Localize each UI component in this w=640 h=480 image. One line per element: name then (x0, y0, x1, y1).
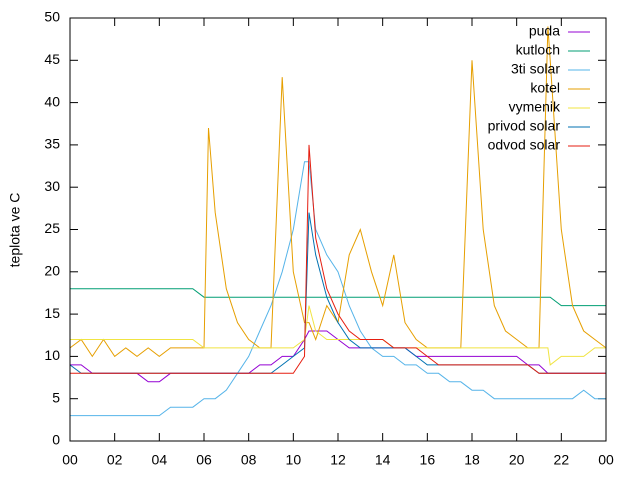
series-line (69, 26, 607, 358)
y-tick-label: 25 (44, 220, 60, 236)
y-tick-label: 15 (44, 305, 60, 321)
x-tick-label: 04 (152, 452, 168, 468)
legend-label: puda (529, 23, 560, 39)
series-line (70, 288, 606, 307)
y-tick-label: 20 (44, 263, 60, 279)
legend-label: odvod solar (488, 137, 561, 153)
x-tick-label: 10 (286, 452, 302, 468)
x-tick-label: 02 (107, 452, 123, 468)
y-tick-label: 50 (44, 9, 60, 25)
legend-label: kutloch (516, 42, 560, 58)
series-line (70, 144, 606, 374)
x-tick-label: 20 (509, 452, 525, 468)
legend-label: 3ti solar (511, 61, 560, 77)
x-tick-label: 00 (62, 452, 78, 468)
y-tick-label: 35 (44, 136, 60, 152)
y-axis-label: teplota ve C (7, 193, 23, 268)
y-tick-label: 45 (44, 51, 60, 67)
y-tick-label: 40 (44, 93, 60, 109)
x-tick-label: 14 (375, 452, 391, 468)
series-line (70, 330, 606, 383)
x-tick-label: 16 (420, 452, 436, 468)
y-tick-label: 0 (52, 432, 60, 448)
x-tick-label: 18 (464, 452, 480, 468)
legend-label: privod solar (488, 118, 561, 134)
plot-border (69, 17, 607, 442)
y-tick-label: 30 (44, 178, 60, 194)
x-tick-label: 00 (598, 452, 614, 468)
x-tick-label: 08 (241, 452, 257, 468)
x-tick-label: 12 (330, 452, 346, 468)
legend-label: vymenik (509, 99, 561, 115)
legend-label: kotel (530, 80, 560, 96)
x-tick-label: 06 (196, 452, 212, 468)
x-tick-label: 22 (554, 452, 570, 468)
series-line (70, 161, 606, 417)
y-tick-label: 10 (44, 347, 60, 363)
y-tick-label: 5 (52, 389, 60, 405)
series-line (70, 305, 606, 366)
